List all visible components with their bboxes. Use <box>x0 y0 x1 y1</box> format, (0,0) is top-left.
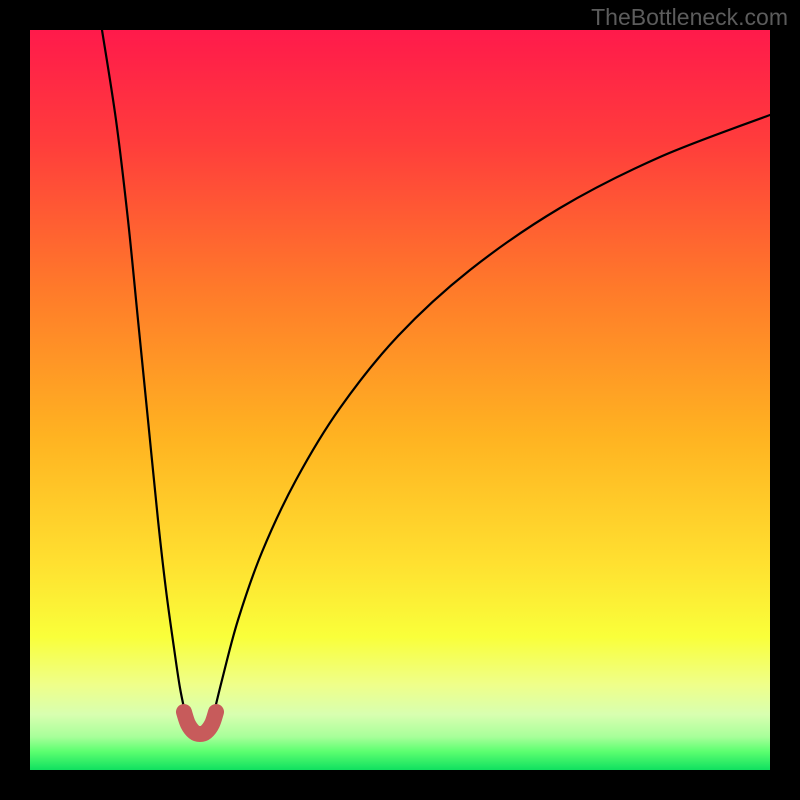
chart-svg <box>0 0 800 800</box>
chart-root: TheBottleneck.com <box>0 0 800 800</box>
plot-background <box>30 30 770 770</box>
watermark-label: TheBottleneck.com <box>591 4 788 31</box>
